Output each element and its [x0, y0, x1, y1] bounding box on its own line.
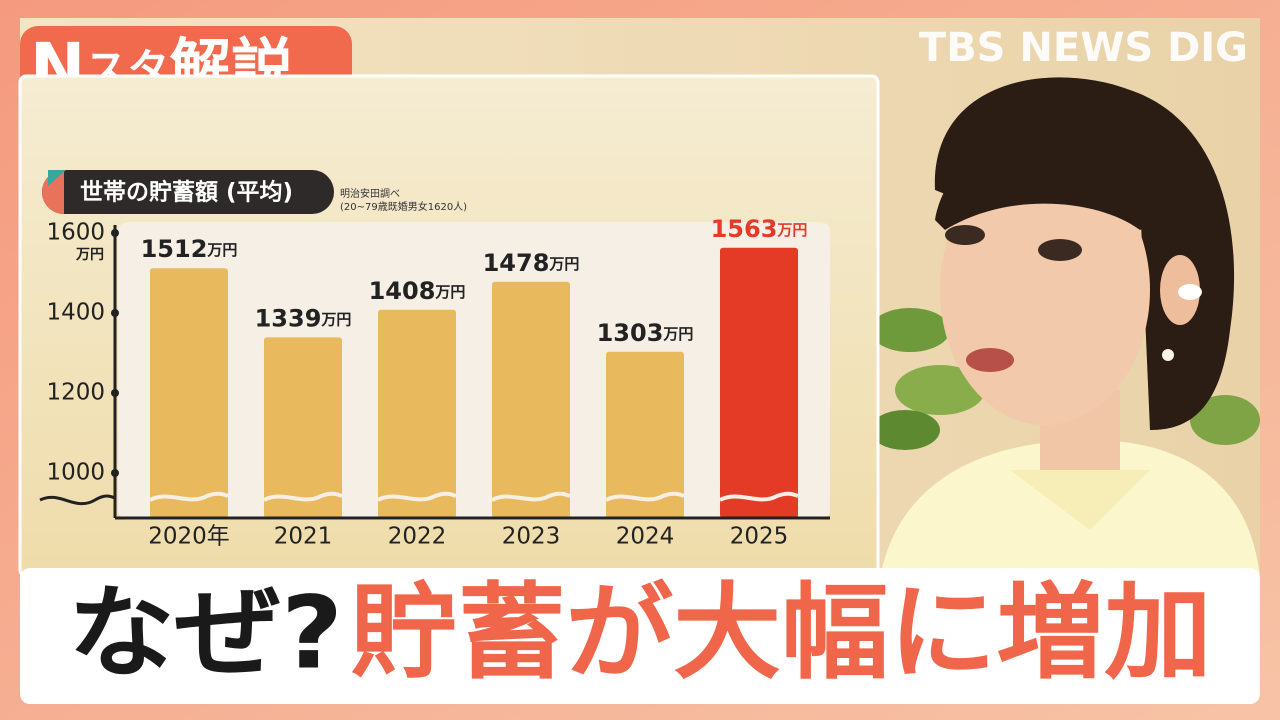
value-label: 1563万円 [711, 215, 808, 243]
value-label: 1512万円 [141, 235, 238, 263]
bar-break [377, 491, 457, 502]
x-tick-label: 2024 [616, 524, 675, 550]
value-label: 1478万円 [483, 249, 580, 277]
value-unit: 万円 [320, 310, 351, 328]
y-tick-mark [111, 309, 119, 317]
x-tick-label: 2020年 [148, 524, 230, 550]
value-unit: 万円 [434, 282, 465, 300]
bar [606, 351, 684, 518]
chart-title: 世帯の貯蓄額 (平均) [80, 179, 293, 206]
axis-break [39, 494, 116, 506]
caption-lead: なぜ? [68, 574, 343, 691]
value-number: 1563 [711, 215, 778, 243]
y-tick-mark [111, 389, 119, 397]
x-tick-label: 2021 [274, 524, 333, 550]
value-number: 1303 [597, 319, 664, 347]
y-tick-label: 1600 [46, 220, 105, 246]
y-tick-mark [111, 469, 119, 477]
y-unit: 万円 [75, 247, 104, 263]
title-accent [48, 170, 66, 186]
title-pill [42, 170, 334, 214]
value-unit: 万円 [776, 220, 807, 238]
y-tick-label: 1400 [46, 300, 105, 326]
plant [870, 308, 1260, 450]
bar-break [263, 491, 343, 502]
value-label: 1303万円 [597, 319, 694, 347]
caption-main: 貯蓄が大幅に増加 [350, 571, 1212, 693]
bar [264, 337, 342, 518]
y-tick-label: 1200 [46, 380, 105, 406]
y-tick-mark [111, 229, 119, 237]
x-tick-label: 2025 [730, 524, 789, 550]
value-number: 1339 [255, 304, 322, 332]
value-number: 1478 [483, 249, 550, 277]
bar-break [491, 491, 571, 502]
bar [720, 247, 798, 519]
bar [150, 268, 228, 518]
value-label: 1408万円 [369, 277, 466, 305]
source-note: (20~79歳既婚男女1620人) [340, 200, 467, 213]
caption-box [20, 568, 1260, 704]
source-note: 明治安田調べ [340, 187, 400, 200]
bar-break [719, 491, 799, 502]
x-tick-label: 2023 [502, 524, 561, 550]
value-number: 1408 [369, 277, 436, 305]
x-tick-label: 2022 [388, 524, 447, 550]
bar [492, 281, 570, 518]
value-unit: 万円 [662, 324, 693, 342]
presenter [880, 77, 1260, 578]
value-number: 1512 [141, 235, 208, 263]
bar-break [149, 491, 229, 502]
y-tick-label: 1000 [46, 460, 105, 486]
bar [378, 309, 456, 518]
brand: TBS NEWS DIG [919, 25, 1248, 71]
title-accent [42, 170, 64, 214]
value-unit: 万円 [548, 254, 579, 272]
value-unit: 万円 [206, 241, 237, 259]
value-label: 1339万円 [255, 304, 352, 332]
bar-break [605, 491, 685, 502]
